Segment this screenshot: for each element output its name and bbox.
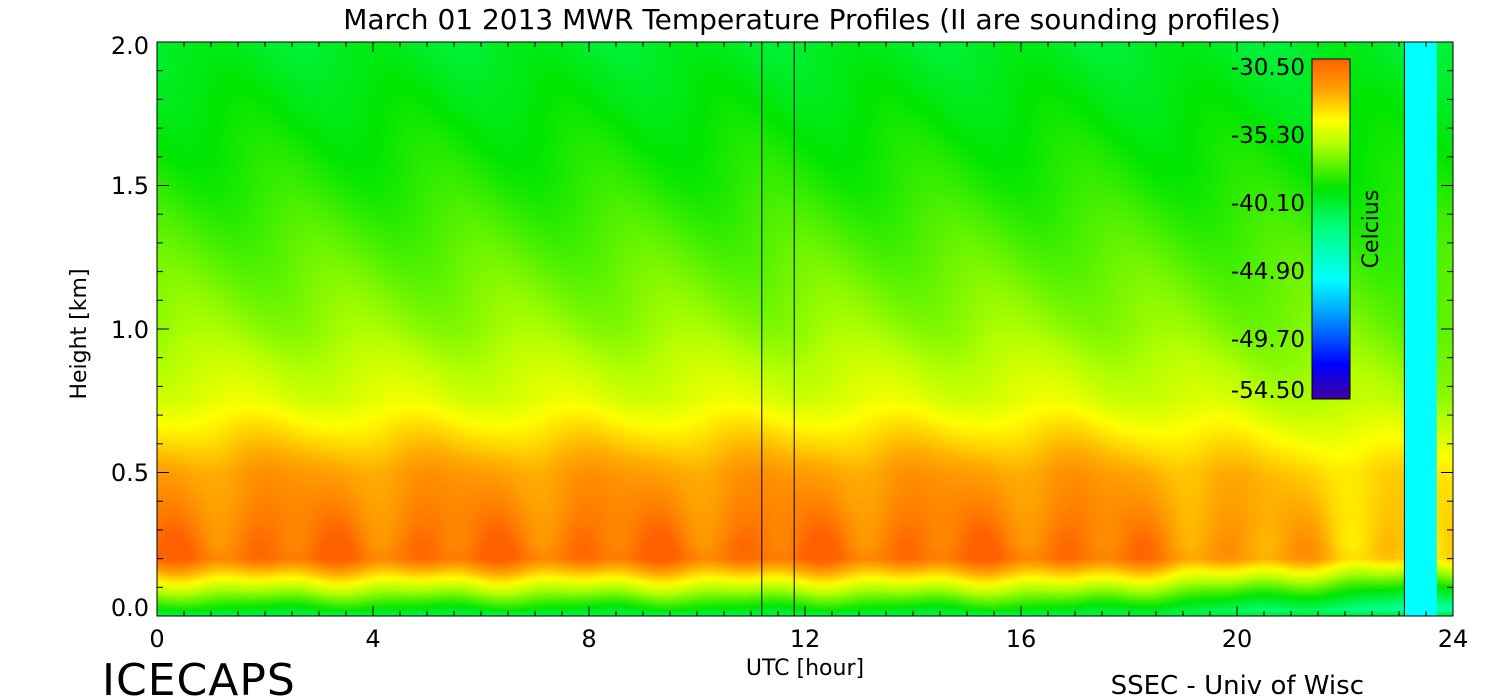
colorbar-tick-label: -35.30 — [1231, 123, 1305, 149]
x-tick-label: 8 — [581, 625, 596, 653]
x-axis-label: UTC [hour] — [746, 656, 864, 681]
colorbar-tick-label: -49.70 — [1231, 327, 1305, 353]
credit-text: SSEC - Univ of Wisc — [1111, 671, 1364, 700]
x-tick-label: 20 — [1222, 625, 1253, 653]
temperature-heatmap — [157, 42, 1453, 616]
y-tick-label: 0.0 — [111, 594, 149, 622]
colorbar-ticks: -30.50 -35.30 -40.10 -44.90 -49.70 -54.5… — [1231, 55, 1305, 404]
colorbar-tick-label: -44.90 — [1231, 259, 1305, 285]
sounding-lines — [761, 42, 1405, 616]
y-tick-label: 2.0 — [111, 32, 149, 60]
x-tick-label: 0 — [149, 625, 164, 653]
colorbar-tick-label: -54.50 — [1231, 378, 1305, 404]
y-tick-labels: 0.0 0.5 1.0 1.5 2.0 — [111, 32, 149, 622]
colorbar — [1312, 59, 1350, 399]
y-tick-label: 1.0 — [111, 316, 149, 344]
x-tick-label: 16 — [1006, 625, 1037, 653]
y-tick-label: 0.5 — [111, 459, 149, 487]
x-tick-labels: 0 4 8 12 16 20 24 — [149, 625, 1468, 653]
x-tick-label: 4 — [365, 625, 380, 653]
colorbar-frame — [1311, 58, 1351, 400]
chart-title: March 01 2013 MWR Temperature Profiles (… — [343, 3, 1281, 36]
colorbar-tick-label: -40.10 — [1231, 191, 1305, 217]
x-tick-label: 12 — [790, 625, 821, 653]
missing-data-band — [1404, 42, 1437, 616]
y-tick-label: 1.5 — [111, 172, 149, 200]
axis-ticks — [156, 41, 1454, 617]
x-tick-label: 24 — [1438, 625, 1469, 653]
y-axis-label: Height [km] — [67, 268, 92, 399]
icecaps-logo-text: ICECAPS — [102, 655, 296, 700]
colorbar-label: Celcius — [1359, 190, 1384, 269]
colorbar-tick-label: -30.50 — [1231, 55, 1305, 81]
